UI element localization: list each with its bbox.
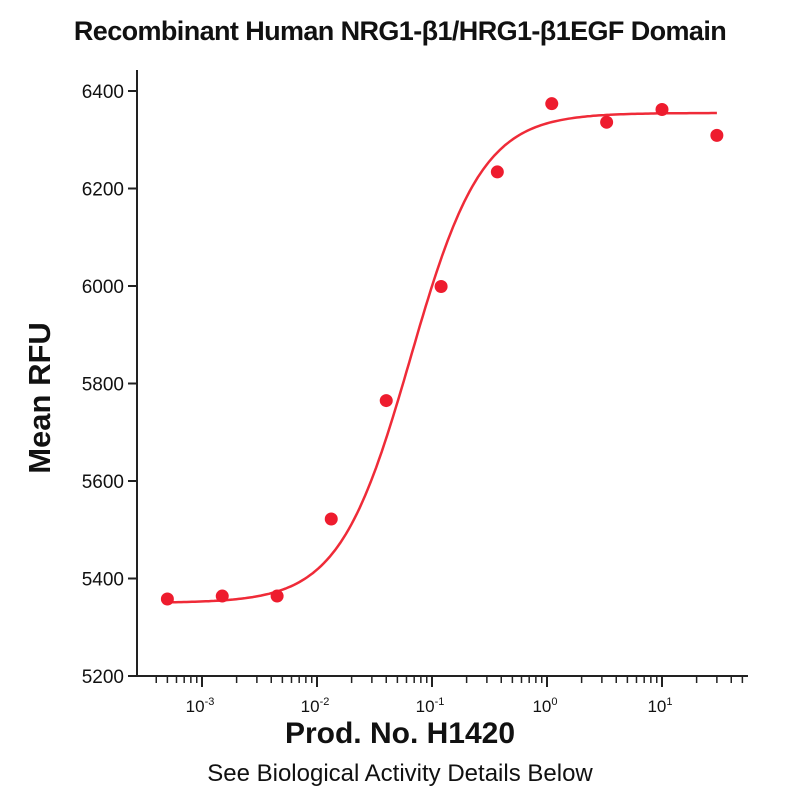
x-ticks: 10-3 10-2 10-1 100 101 <box>155 676 744 716</box>
data-point <box>434 279 448 293</box>
x-axis-label: Prod. No. H1420 <box>284 717 516 750</box>
y-tick-label: 6400 <box>82 82 124 103</box>
data-point <box>600 115 614 129</box>
axes <box>136 70 748 677</box>
data-point <box>160 592 174 606</box>
data-point <box>270 589 284 603</box>
x-tick-label: 100 <box>532 696 557 716</box>
data-point <box>215 589 229 603</box>
y-ticks: 5200 5400 5600 5800 6000 6200 6400 <box>82 82 137 688</box>
chart-title: Recombinant Human NRG1-β1/HRG1-β1EGF Dom… <box>73 16 727 46</box>
x-tick-label: 10-2 <box>301 696 330 716</box>
data-points <box>160 97 724 606</box>
biological-activity-note: See Biological Activity Details Below <box>207 760 593 787</box>
y-tick-label: 5400 <box>82 570 124 591</box>
data-point <box>490 165 504 179</box>
data-point <box>324 512 338 526</box>
data-point <box>545 97 559 111</box>
y-tick-label: 5200 <box>82 667 124 688</box>
x-tick-label: 101 <box>647 696 672 716</box>
y-tick-label: 5600 <box>82 472 124 493</box>
x-tick-label: 10-1 <box>416 696 445 716</box>
y-tick-label: 6000 <box>82 277 124 298</box>
y-tick-label: 6200 <box>82 180 124 201</box>
fit-curve <box>167 111 717 604</box>
x-tick-label: 10-3 <box>186 696 215 716</box>
y-tick-label: 5800 <box>82 375 124 396</box>
data-point <box>379 394 393 408</box>
y-axis-label: Mean RFU <box>22 322 57 474</box>
data-point <box>655 103 669 117</box>
data-point <box>710 128 724 142</box>
